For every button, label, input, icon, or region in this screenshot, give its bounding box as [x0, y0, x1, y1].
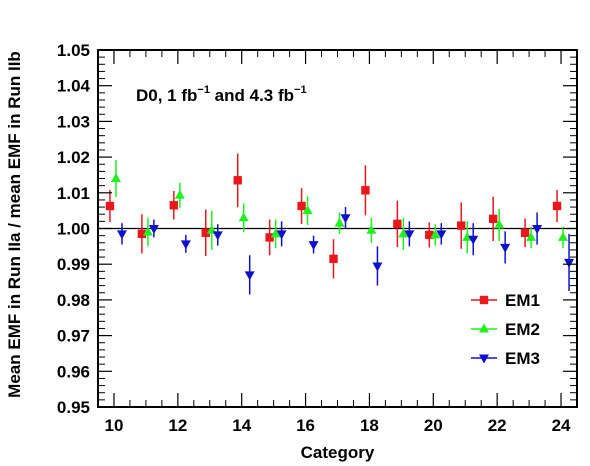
y-tick-label: 0.99 — [57, 255, 90, 274]
y-tick-label: 1.04 — [57, 77, 91, 96]
x-tick-label: 10 — [105, 416, 124, 435]
data-point — [494, 219, 505, 229]
y-axis-title: Mean EMF in Run IIa / mean EMF in Run II… — [5, 51, 24, 398]
data-point — [270, 228, 281, 238]
data-point — [436, 230, 447, 240]
y-tick-label: 0.96 — [57, 362, 90, 381]
y-tick-label: 0.98 — [57, 291, 90, 310]
data-point — [180, 240, 191, 250]
data-point — [500, 243, 511, 253]
y-tick-label: 0.97 — [57, 327, 90, 346]
legend-marker-em2 — [479, 323, 489, 333]
series-em1 — [105, 153, 562, 279]
legend-item-em3: EM3 — [471, 349, 540, 368]
data-point — [174, 189, 185, 199]
annotation-prefix: D0, 1 fb — [136, 86, 197, 105]
data-point — [558, 231, 569, 241]
data-point — [142, 226, 153, 236]
legend-item-em1: EM1 — [471, 291, 540, 310]
data-point — [212, 231, 223, 241]
legend-symbol — [479, 295, 489, 305]
data-point — [233, 176, 242, 185]
data-point — [334, 217, 345, 227]
data-point — [526, 231, 537, 241]
data-point — [276, 230, 287, 240]
data-point — [552, 201, 562, 211]
data-point — [564, 258, 575, 268]
y-tick-label: 1.01 — [57, 184, 90, 203]
axis-ticks — [97, 49, 578, 408]
data-point — [302, 205, 313, 215]
x-tick-labels: 10 12 14 16 18 20 22 24 — [105, 416, 572, 435]
data-point — [430, 229, 441, 239]
data-point — [462, 231, 473, 241]
data-point — [308, 241, 319, 251]
data-point — [372, 262, 383, 272]
data-point — [201, 228, 210, 237]
data-point — [468, 235, 479, 245]
data-point — [425, 230, 434, 240]
series-em3 — [116, 207, 575, 295]
data-point — [393, 219, 402, 229]
data-point — [404, 230, 415, 240]
x-axis-title: Category — [301, 443, 375, 462]
data-point — [244, 271, 255, 281]
y-tick-label: 0.95 — [57, 398, 90, 417]
data-point — [116, 230, 127, 240]
x-tick-label: 22 — [488, 416, 507, 435]
data-point — [488, 214, 498, 224]
series-em2 — [110, 159, 569, 254]
experiment-annotation: D0, 1 fb−1 and 4.3 fb−1 — [136, 84, 307, 105]
legend-marker-em1 — [479, 295, 489, 305]
series-layer — [105, 153, 575, 295]
data-point — [366, 224, 377, 234]
legend-marker-em3 — [479, 354, 489, 364]
x-tick-label: 14 — [232, 416, 251, 435]
data-point — [532, 225, 543, 234]
legend-item-em2: EM2 — [471, 320, 540, 339]
y-tick-labels: 0.95 0.96 0.97 0.98 0.99 1.00 1.01 1.02 1.03 1.04… — [57, 41, 91, 417]
data-point — [105, 201, 115, 211]
data-point — [297, 201, 306, 211]
data-point — [329, 254, 338, 264]
data-point — [265, 233, 274, 242]
x-tick-label: 16 — [296, 416, 315, 435]
annotation-exp1: −1 — [197, 84, 210, 96]
legend-label-em1: EM1 — [505, 291, 540, 310]
data-point — [110, 173, 121, 183]
data-point — [361, 186, 370, 195]
legend: EM1 EM2 EM3 — [471, 291, 540, 368]
y-tick-label: 1.02 — [57, 148, 90, 167]
legend-symbol — [479, 354, 489, 364]
data-point — [137, 229, 147, 239]
x-tick-label: 12 — [168, 416, 187, 435]
y-tick-label: 1.05 — [57, 41, 90, 60]
data-point — [520, 228, 530, 237]
data-point — [398, 228, 409, 238]
data-point — [340, 214, 351, 224]
data-point — [148, 225, 159, 234]
x-tick-label: 18 — [360, 416, 379, 435]
data-point — [169, 201, 179, 210]
y-tick-label: 1.00 — [57, 220, 90, 239]
data-point — [457, 221, 466, 230]
data-point — [238, 212, 249, 222]
legend-symbol — [479, 323, 489, 333]
legend-label-em3: EM3 — [505, 349, 540, 368]
annotation-middle: and 4.3 fb — [210, 86, 294, 105]
x-tick-label: 24 — [552, 416, 571, 435]
y-tick-label: 1.03 — [57, 112, 90, 131]
legend-label-em2: EM2 — [505, 320, 540, 339]
x-tick-label: 20 — [424, 416, 443, 435]
annotation-exp2: −1 — [294, 84, 307, 96]
